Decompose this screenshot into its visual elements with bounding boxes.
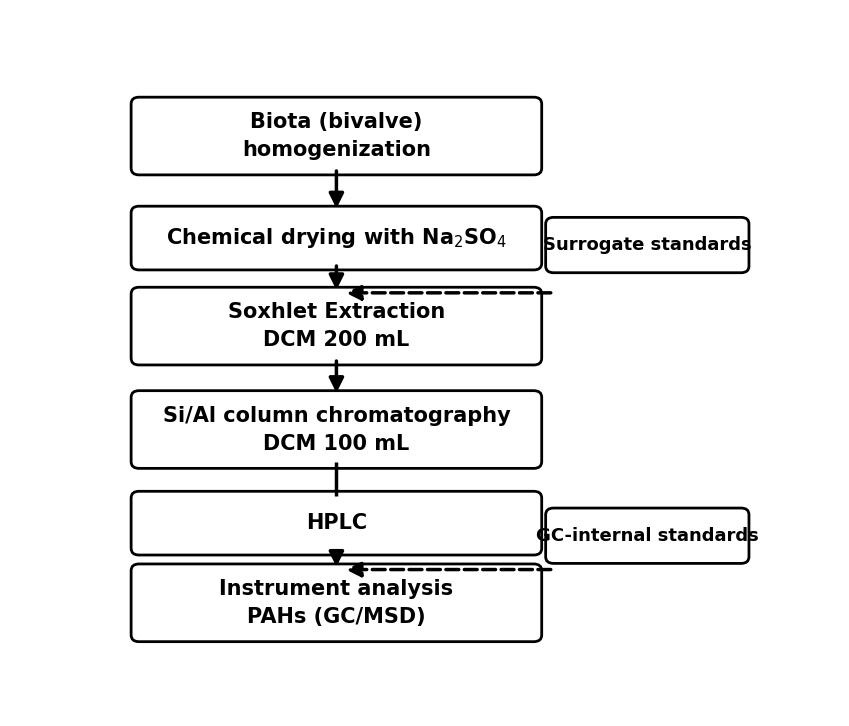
FancyBboxPatch shape xyxy=(131,492,542,555)
FancyBboxPatch shape xyxy=(546,217,749,273)
Text: Biota (bivalve)
homogenization: Biota (bivalve) homogenization xyxy=(242,112,431,160)
FancyBboxPatch shape xyxy=(131,564,542,642)
FancyBboxPatch shape xyxy=(131,287,542,365)
FancyBboxPatch shape xyxy=(546,508,749,563)
FancyBboxPatch shape xyxy=(131,391,542,468)
Text: GC-internal standards: GC-internal standards xyxy=(536,527,759,544)
Text: Instrument analysis
PAHs (GC/MSD): Instrument analysis PAHs (GC/MSD) xyxy=(219,579,453,627)
Text: Surrogate standards: Surrogate standards xyxy=(543,236,751,254)
FancyBboxPatch shape xyxy=(131,97,542,175)
Text: Chemical drying with Na$_2$SO$_4$: Chemical drying with Na$_2$SO$_4$ xyxy=(166,226,507,250)
FancyBboxPatch shape xyxy=(131,206,542,270)
Text: HPLC: HPLC xyxy=(306,513,367,533)
Text: Soxhlet Extraction
DCM 200 mL: Soxhlet Extraction DCM 200 mL xyxy=(228,302,445,350)
Text: Si/Al column chromatography
DCM 100 mL: Si/Al column chromatography DCM 100 mL xyxy=(162,406,510,454)
